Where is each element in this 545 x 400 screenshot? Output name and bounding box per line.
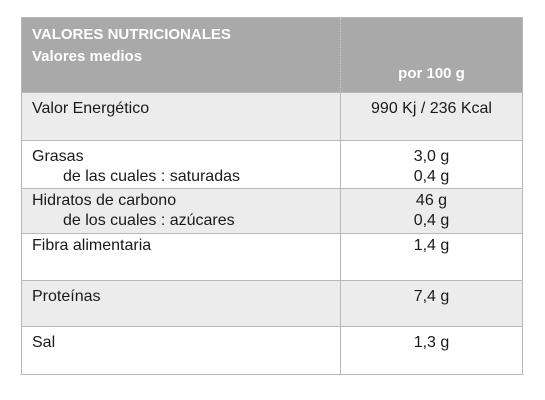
nutrition-table: VALORES NUTRICIONALES Valores medios por…	[21, 17, 523, 375]
row-sub-value: 0,4 g	[413, 212, 450, 229]
row-value: 7,4 g	[413, 288, 450, 305]
table-header: VALORES NUTRICIONALES Valores medios por…	[22, 18, 522, 92]
row-value: 46 g	[415, 192, 448, 209]
row-value: 1,3 g	[413, 334, 450, 351]
table-row-salt: Sal 1,3 g	[22, 326, 522, 374]
row-sub-label: de las cuales : saturadas	[63, 168, 240, 185]
table-row-energy: Valor Energético 990 Kj / 236 Kcal	[22, 92, 522, 140]
row-label-cell: Hidratos de carbono de los cuales : azúc…	[22, 189, 341, 233]
row-value-cell: 46 g 0,4 g	[341, 189, 522, 233]
header-per-cell: por 100 g	[341, 18, 522, 92]
table-subtitle: Valores medios	[32, 48, 143, 65]
row-value: 1,4 g	[413, 237, 450, 254]
row-label: Hidratos de carbono	[32, 192, 177, 209]
row-sub-label: de los cuales : azúcares	[63, 212, 235, 229]
header-label-cell: VALORES NUTRICIONALES Valores medios	[22, 18, 341, 92]
row-label: Sal	[22, 327, 341, 374]
table-row-fat: Grasas de las cuales : saturadas 3,0 g 0…	[22, 140, 522, 188]
row-label: Proteínas	[22, 281, 341, 326]
table-row-fiber: Fibra alimentaria 1,4 g	[22, 233, 522, 280]
table-title: VALORES NUTRICIONALES	[32, 26, 231, 43]
row-sub-value: 0,4 g	[413, 168, 450, 185]
table-row-carbohydrates: Hidratos de carbono de los cuales : azúc…	[22, 188, 522, 233]
table-row-protein: Proteínas 7,4 g	[22, 280, 522, 326]
row-label-cell: Grasas de las cuales : saturadas	[22, 141, 341, 188]
row-value: 990 Kj / 236 Kcal	[371, 100, 492, 117]
row-label: Fibra alimentaria	[22, 234, 341, 280]
row-label: Valor Energético	[22, 93, 341, 140]
row-label: Grasas	[32, 148, 84, 165]
per-100g-label: por 100 g	[398, 65, 465, 82]
row-value: 3,0 g	[413, 148, 450, 165]
row-value-cell: 3,0 g 0,4 g	[341, 141, 522, 188]
